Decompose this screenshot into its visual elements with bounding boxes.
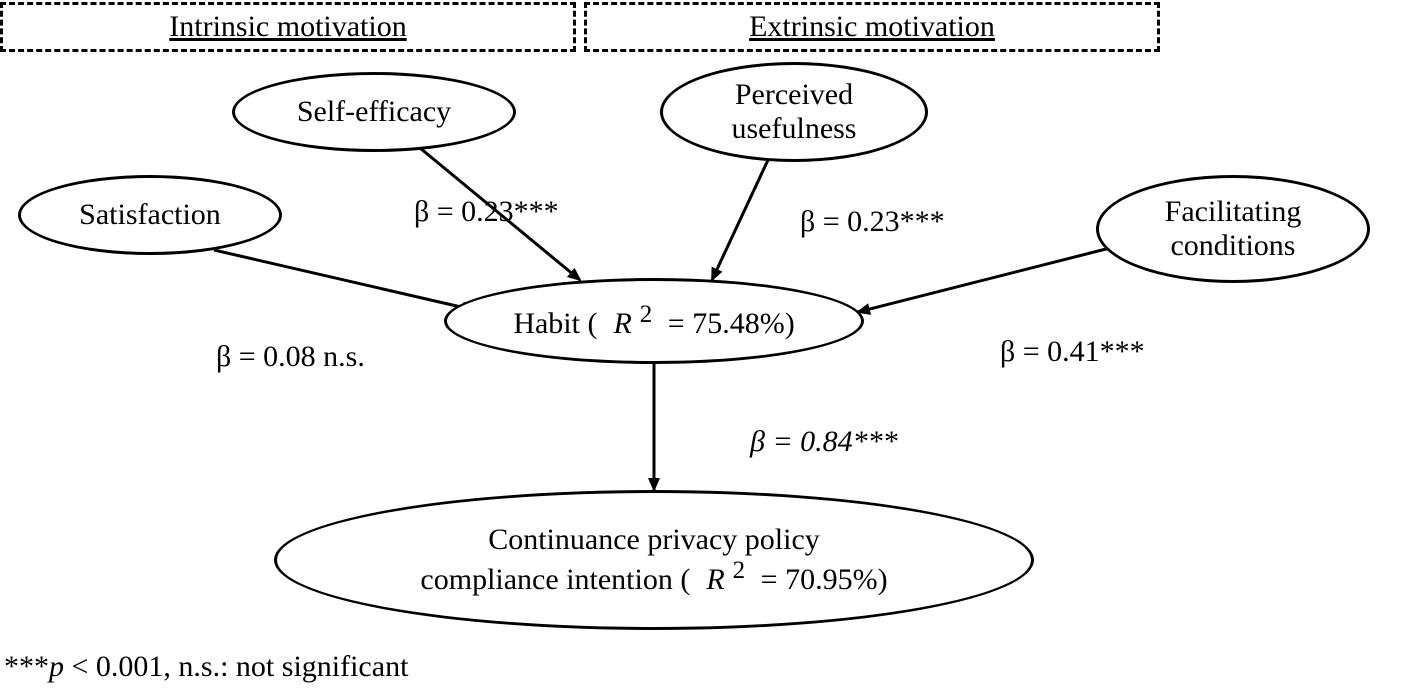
node-perceived-usefulness-label: Perceived usefulness [716, 78, 873, 147]
edge-label-habit: β = 0.84*** [750, 425, 898, 459]
edge-pu-to-habit [712, 160, 768, 280]
diagram-canvas: Intrinsic motivation Extrinsic motivatio… [0, 0, 1418, 689]
footnote: ***p < 0.001, n.s.: not significant [4, 650, 408, 684]
node-perceived-usefulness: Perceived usefulness [660, 62, 928, 162]
node-self-efficacy: Self-efficacy [232, 72, 516, 152]
edge-label-se: β = 0.23*** [414, 195, 559, 229]
edge-label-sat: β = 0.08 n.s. [216, 340, 365, 374]
node-self-efficacy-label: Self-efficacy [289, 95, 459, 130]
node-outcome: Continuance privacy policy compliance in… [274, 490, 1034, 630]
edge-label-pu: β = 0.23*** [800, 205, 945, 239]
node-outcome-label: Continuance privacy policy compliance in… [404, 523, 903, 598]
node-satisfaction: Satisfaction [18, 175, 282, 255]
node-habit: Habit (R2 = 75.48%) [444, 278, 864, 364]
edge-sat-to-habit [214, 250, 474, 310]
node-habit-label: Habit (R2 = 75.48%) [497, 301, 810, 342]
node-facilitating-conditions-label: Facilitating conditions [1149, 195, 1318, 264]
node-satisfaction-label: Satisfaction [71, 198, 229, 233]
edge-label-fc: β = 0.41*** [1000, 335, 1145, 369]
edge-fc-to-habit [858, 248, 1110, 312]
node-facilitating-conditions: Facilitating conditions [1096, 175, 1370, 283]
